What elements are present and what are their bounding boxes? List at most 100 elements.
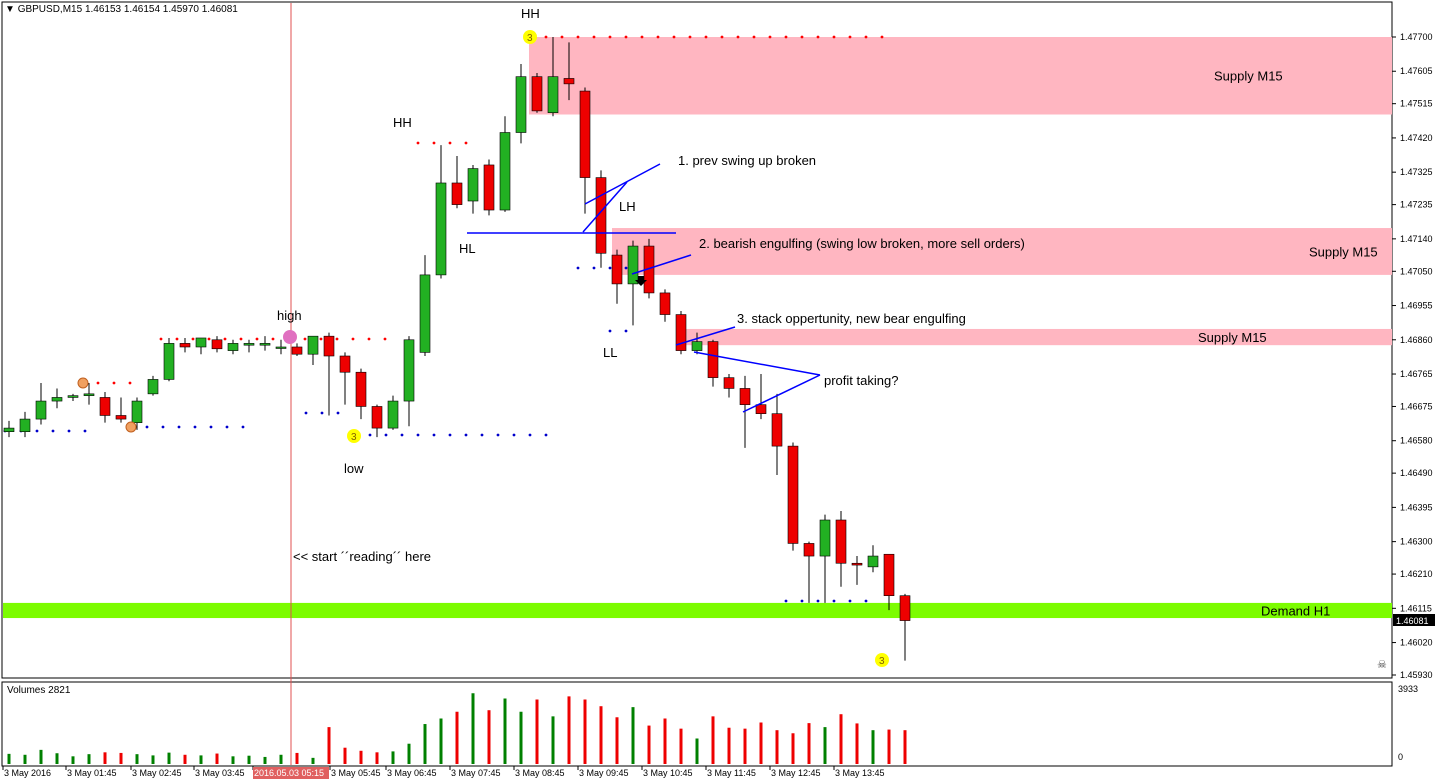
bear-candle xyxy=(851,562,863,566)
swing-level-dot xyxy=(432,141,436,145)
bull-candle xyxy=(195,337,207,348)
bear-candle xyxy=(755,404,767,414)
time-tick-label: 2016.05.03 05:15 xyxy=(254,768,324,778)
current-price-box xyxy=(1393,614,1435,626)
orange-fractal-marker xyxy=(77,377,89,389)
price-tick-label: 1.47235 xyxy=(1400,200,1433,210)
swing-level-dot xyxy=(193,425,197,429)
swing-level-dot xyxy=(864,35,868,39)
bear-candle xyxy=(739,388,751,405)
swing-level-dot xyxy=(512,433,516,437)
price-tick-label: 1.47700 xyxy=(1400,32,1433,42)
swing-level-dot xyxy=(161,425,165,429)
swing-level-dot xyxy=(816,599,820,603)
swing-level-dot xyxy=(624,266,628,270)
bear-candle xyxy=(211,339,223,350)
swing-level-dot xyxy=(656,35,660,39)
bull-candle xyxy=(435,182,447,276)
swing-level-dot xyxy=(592,266,596,270)
swing-level-dot xyxy=(720,35,724,39)
bull-candle xyxy=(515,76,527,133)
bull-candle xyxy=(67,395,79,398)
price-tick-label: 1.46115 xyxy=(1400,603,1432,613)
fractal-marker-label: 3 xyxy=(351,432,357,443)
time-tick-label: 3 May 13:45 xyxy=(835,768,885,778)
price-tick-label: 1.46395 xyxy=(1400,502,1433,512)
time-tick-label: 3 May 2016 xyxy=(4,768,51,778)
swing-level-dot xyxy=(784,35,788,39)
time-tick-label: 3 May 03:45 xyxy=(195,768,245,778)
swing-level-dot xyxy=(384,433,388,437)
swing-level-dot xyxy=(448,433,452,437)
price-axis: 1.47700 1.47605 1.47515 1.47420 1.47325 1.472… xyxy=(1392,32,1433,680)
annotation-start: << start ´´reading´´ here xyxy=(293,549,431,564)
price-tick-label: 1.45930 xyxy=(1400,670,1433,680)
bear-candle xyxy=(371,406,383,429)
bull-candle xyxy=(419,274,431,353)
swing-level-dot xyxy=(304,411,308,415)
swing-high-marker xyxy=(283,330,297,344)
crosshair-icon[interactable]: ☠ xyxy=(1377,658,1387,671)
chart-title: ▼ GBPUSD,M15 1.46153 1.46154 1.45970 1.4… xyxy=(5,4,238,15)
swing-level-dot xyxy=(271,337,275,341)
volume-scale-min: 0 xyxy=(1398,752,1403,762)
bull-candle xyxy=(227,343,239,351)
price-tick-label: 1.47050 xyxy=(1400,266,1433,276)
price-tick-label: 1.47325 xyxy=(1400,167,1433,177)
zones-layer: Supply M15 Supply M15 Supply M15 Demand H1 xyxy=(3,37,1392,618)
volume-scale-max: 3933 xyxy=(1398,684,1418,694)
swing-level-dot xyxy=(67,429,71,433)
annotation-hl: HL xyxy=(459,241,476,256)
bear-candle xyxy=(787,445,799,544)
fractal-markers: 3 3 3 xyxy=(347,30,889,667)
price-tick-label: 1.46020 xyxy=(1400,638,1433,648)
swing-level-dot xyxy=(448,141,452,145)
swing-level-dot xyxy=(177,425,181,429)
annotation-lines xyxy=(467,163,821,413)
swing-level-dot xyxy=(35,429,39,433)
swing-level-dot xyxy=(608,329,612,333)
bear-candle xyxy=(723,377,735,389)
swing-level-dot xyxy=(800,599,804,603)
swing-level-dot xyxy=(704,35,708,39)
bear-candle xyxy=(771,413,783,447)
fractal-marker-label: 3 xyxy=(527,33,533,44)
bear-candle xyxy=(579,90,591,178)
time-tick-label: 3 May 10:45 xyxy=(643,768,693,778)
swing-level-dot xyxy=(191,337,195,341)
orange-fractal-marker xyxy=(125,421,137,433)
swing-level-dot xyxy=(239,337,243,341)
swing-level-dot xyxy=(175,337,179,341)
bear-candle xyxy=(659,292,671,315)
swing-level-dot xyxy=(336,411,340,415)
swing-level-dot xyxy=(784,599,788,603)
bull-candle xyxy=(691,341,703,351)
bull-candle xyxy=(547,76,559,113)
demand-zone xyxy=(3,602,1392,619)
swing-level-dot xyxy=(688,35,692,39)
note4-pointer-b xyxy=(742,374,821,413)
bear-candle xyxy=(355,371,367,407)
bull-candle xyxy=(259,343,271,346)
swing-level-dot xyxy=(816,35,820,39)
annotation-ll: LL xyxy=(603,345,617,360)
bull-candle xyxy=(499,132,511,211)
price-tick-label: 1.46955 xyxy=(1400,301,1433,311)
swing-level-dot xyxy=(544,35,548,39)
swing-level-dot xyxy=(592,35,596,39)
swing-level-dot xyxy=(576,266,580,270)
bear-candle xyxy=(883,553,895,597)
bull-candle xyxy=(163,343,175,380)
bear-candle xyxy=(291,346,303,355)
supply-zone xyxy=(612,228,1392,275)
time-tick-label: 3 May 08:45 xyxy=(515,768,565,778)
bull-candle xyxy=(83,393,95,396)
fractal-marker xyxy=(875,653,889,667)
triangle-down-icon[interactable]: ▼ xyxy=(5,4,15,15)
bull-candle xyxy=(19,418,31,432)
swing-level-dot xyxy=(560,35,564,39)
price-tick-label: 1.47605 xyxy=(1400,66,1433,76)
price-tick-label: 1.46675 xyxy=(1400,401,1433,411)
time-tick-label: 3 May 01:45 xyxy=(67,768,117,778)
price-tick-label: 1.46490 xyxy=(1400,468,1433,478)
